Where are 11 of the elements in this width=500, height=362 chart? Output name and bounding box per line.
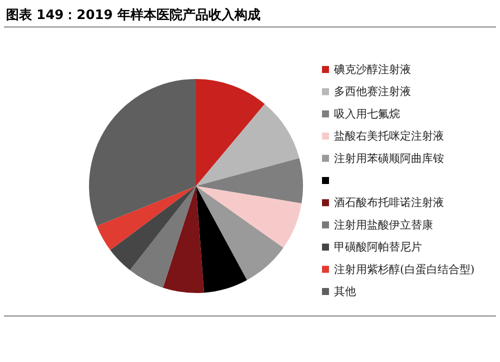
legend-label: 注射用苯磺顺阿曲库铵 (334, 152, 444, 165)
legend-label: 其他 (334, 285, 356, 298)
legend-label: 酒石酸布托啡诺注射液 (334, 196, 444, 210)
chart-title: 图表 149：2019 年样本医院产品收入构成 (6, 7, 260, 23)
legend-label: 注射用盐酸伊立替康 (334, 218, 433, 232)
legend-label: 注射用紫杉醇(白蛋白结合型) (334, 262, 475, 276)
legend-label: 甲磺酸阿帕替尼片 (334, 240, 422, 254)
legend-label: 盐酸右美托咪定注射液 (334, 130, 444, 143)
legend-label: 多西他赛注射液 (334, 85, 411, 98)
legend-label: 吸入用七氟烷 (334, 107, 400, 120)
legend-label: 碘克沙醇注射液 (333, 63, 411, 76)
